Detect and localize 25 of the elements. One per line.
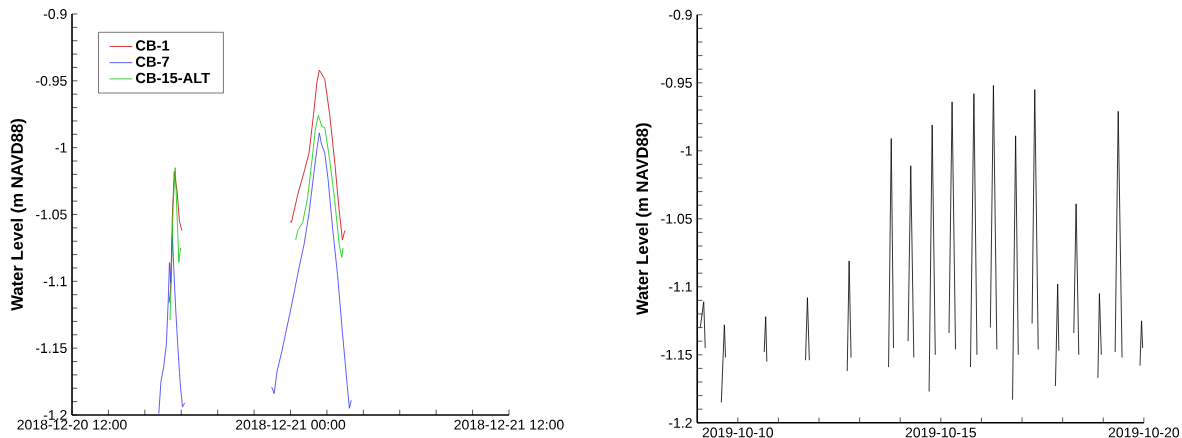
y-axis-title: Water Level (m NAVD88) [10, 119, 27, 311]
y-tick-label: -1.15 [36, 343, 67, 354]
x-tick-label: 2019-10-15 [905, 427, 977, 438]
x-tick-label: 2018-12-21 12:00 [454, 419, 564, 430]
y-tick-label: -1.15 [661, 349, 692, 360]
y-tick-label: -0.95 [36, 75, 67, 86]
y-tick-label: -1.05 [36, 209, 67, 220]
y-tick-label: -1.2 [669, 417, 692, 428]
y-tick-label: -0.9 [669, 9, 692, 20]
y-tick-label: -1.2 [43, 410, 67, 420]
legend-label: CB-7 [136, 56, 169, 67]
legend-label: CB-15-ALT [136, 72, 210, 84]
x-tick-label: 2019-10-10 [702, 427, 774, 438]
x-tick-label: 2019-10-20 [1108, 427, 1180, 438]
y-tick-label: -1.1 [669, 281, 692, 292]
y-tick-label: -0.9 [43, 9, 67, 19]
y-tick-label: -1.05 [661, 213, 692, 224]
y-tick-label: -1 [680, 145, 692, 156]
y-tick-label: -0.95 [661, 77, 692, 88]
x-tick-label: 2018-12-21 00:00 [235, 419, 346, 430]
y-tick-label: -1.1 [43, 276, 67, 287]
y-axis-title: Water Level (m NAVD88) [635, 123, 652, 316]
legend-label: CB-1 [136, 40, 170, 51]
x-tick-label: 2018-12-20 12:00 [17, 419, 127, 430]
y-tick-label: -1 [55, 142, 67, 153]
